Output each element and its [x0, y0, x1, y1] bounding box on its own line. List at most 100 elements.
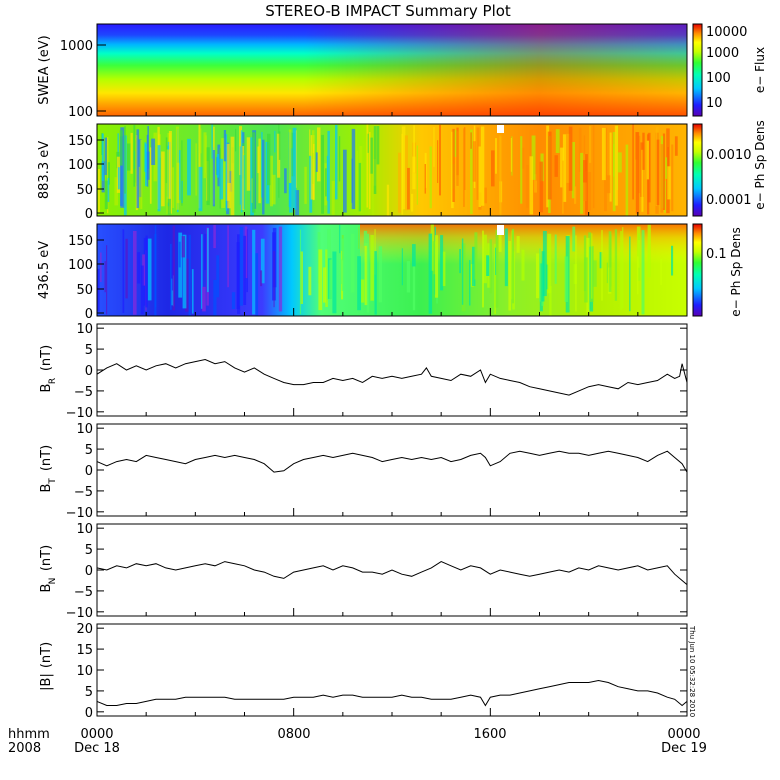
- spectrogram-streak: [187, 138, 191, 196]
- spectrogram-streak: [637, 256, 639, 295]
- spectrogram-streak: [191, 269, 194, 314]
- spectrogram-streak: [435, 235, 439, 298]
- bt-ytick-label: 5: [85, 443, 93, 458]
- pad-883-ytick-100: 100: [68, 158, 93, 173]
- spectrogram-streak: [456, 131, 459, 186]
- bn-ylabel-unit: (nT): [39, 545, 54, 571]
- spectrogram-streak: [136, 129, 140, 209]
- spectrogram-streak: [300, 251, 303, 304]
- spectrogram-streak: [547, 233, 552, 294]
- spectrogram-streak: [599, 252, 603, 269]
- spectrogram-streak: [632, 124, 634, 200]
- pad-436-spectrogram-panel: 436.5 eV 150 100 50 0 0.1 e− Ph Sp Dens: [37, 223, 743, 322]
- spectrogram-streak: [369, 132, 371, 210]
- spectrogram-streak: [489, 239, 492, 294]
- br-yticks: 10 5 0 −5 −10: [66, 322, 687, 421]
- bt-ytick-label: −5: [74, 485, 93, 500]
- spectrogram-streak: [227, 225, 229, 288]
- pad-883-colorbar: [692, 123, 703, 217]
- spectrogram-streak: [284, 168, 287, 194]
- bmag-ylabel-unit: (nT): [39, 642, 54, 668]
- pad-436-ytick-50: 50: [76, 283, 93, 298]
- bn-ylabel-main: B: [39, 584, 54, 593]
- spectrogram-streak: [147, 238, 152, 301]
- bmag-series-line: [96, 679, 688, 707]
- spectrogram-streak: [571, 142, 575, 199]
- spectrogram-streak: [646, 140, 649, 180]
- br-ylabel-unit: (nT): [39, 345, 54, 371]
- spectrogram-streak: [549, 286, 552, 316]
- spectrogram-streak: [221, 138, 226, 208]
- spectrogram-streak: [520, 136, 523, 204]
- spectrogram-streak: [239, 146, 241, 205]
- spectrogram-streak: [459, 249, 461, 274]
- spectrogram-streak: [620, 231, 622, 310]
- swea-cbar-tick-100: 100: [706, 71, 731, 86]
- spectrogram-streak: [478, 146, 481, 207]
- bn-ylabel-sub: N: [48, 578, 58, 585]
- spectrogram-streak: [575, 235, 577, 312]
- spectrogram-streak: [172, 225, 175, 311]
- bn-ytick-label: 0: [85, 564, 93, 579]
- spectrogram-streak: [601, 230, 603, 301]
- spectrogram-streak: [499, 135, 502, 214]
- spectrogram-streak: [592, 124, 595, 209]
- spectrogram-streak: [161, 151, 165, 207]
- spectrogram-streak: [185, 258, 189, 312]
- spectrogram-streak: [601, 127, 606, 181]
- spectrogram-streak: [542, 231, 547, 297]
- spectrogram-streak: [243, 235, 247, 305]
- spectrogram-streak: [341, 238, 345, 291]
- spectrogram-streak: [331, 180, 335, 215]
- bmag-ytick-label: 0: [85, 706, 93, 721]
- spectrogram-streak: [351, 128, 356, 210]
- bn-ytick-label: −10: [66, 606, 93, 621]
- spectrogram-streak: [149, 147, 152, 204]
- spectrogram-streak: [373, 126, 377, 194]
- spectrogram-streak: [562, 134, 567, 202]
- spectrogram-streak: [213, 279, 217, 316]
- spectrogram-streak: [667, 166, 671, 200]
- spectrogram-streak: [642, 132, 645, 170]
- spectrogram-streak: [241, 132, 245, 154]
- spectrogram-streak: [157, 145, 161, 212]
- swea-cbar-tick-1000: 1000: [706, 46, 739, 61]
- spectrogram-streak: [560, 147, 564, 188]
- spectrogram-streak: [656, 139, 660, 205]
- spectrogram-streak: [198, 166, 203, 212]
- spectrogram-streak: [104, 261, 106, 293]
- spectrogram-streak: [198, 124, 201, 209]
- spectrogram-streak: [97, 268, 100, 312]
- spectrogram-streak: [257, 146, 260, 174]
- spectrogram-streak: [140, 139, 143, 209]
- spectrogram-streak: [223, 130, 227, 162]
- spectrogram-streak: [486, 255, 490, 276]
- spectrogram-streak: [203, 132, 207, 179]
- spectrogram-streak: [429, 146, 432, 209]
- spectrogram-streak: [609, 132, 612, 202]
- spectrogram-streak: [539, 248, 541, 302]
- spectrogram-streak: [278, 226, 283, 312]
- br-ytick-label: 5: [85, 343, 93, 358]
- spectrogram-streak: [484, 187, 487, 204]
- timestamp-label: Thu Jun 10 05:32:28 2010: [688, 625, 696, 717]
- spectrogram-streak: [182, 234, 187, 309]
- spectrogram-streak: [252, 132, 256, 213]
- xtick-hhmm-0: 0000: [80, 727, 113, 742]
- bn-yticks: 10 5 0 −5 −10: [66, 522, 687, 621]
- spectrogram-streak: [432, 241, 437, 275]
- pad-436-ytick-150: 150: [68, 234, 93, 249]
- spectrogram-streak: [119, 130, 123, 166]
- spectrogram-streak: [461, 238, 464, 305]
- bt-yticks: 10 5 0 −5 −10: [66, 422, 687, 521]
- bt-ylabel-unit: (nT): [39, 445, 54, 471]
- spectrogram-streak: [351, 158, 353, 203]
- spectrogram-streak: [107, 177, 110, 202]
- spectrogram-streak: [386, 184, 390, 216]
- spectrogram-streak: [412, 244, 416, 267]
- pad-436-ytick-0: 0: [85, 307, 93, 322]
- spectrogram-streak: [133, 231, 137, 315]
- spectrogram-streak: [564, 256, 569, 302]
- spectrogram-streak: [510, 138, 512, 172]
- spectrogram-streak: [271, 174, 276, 205]
